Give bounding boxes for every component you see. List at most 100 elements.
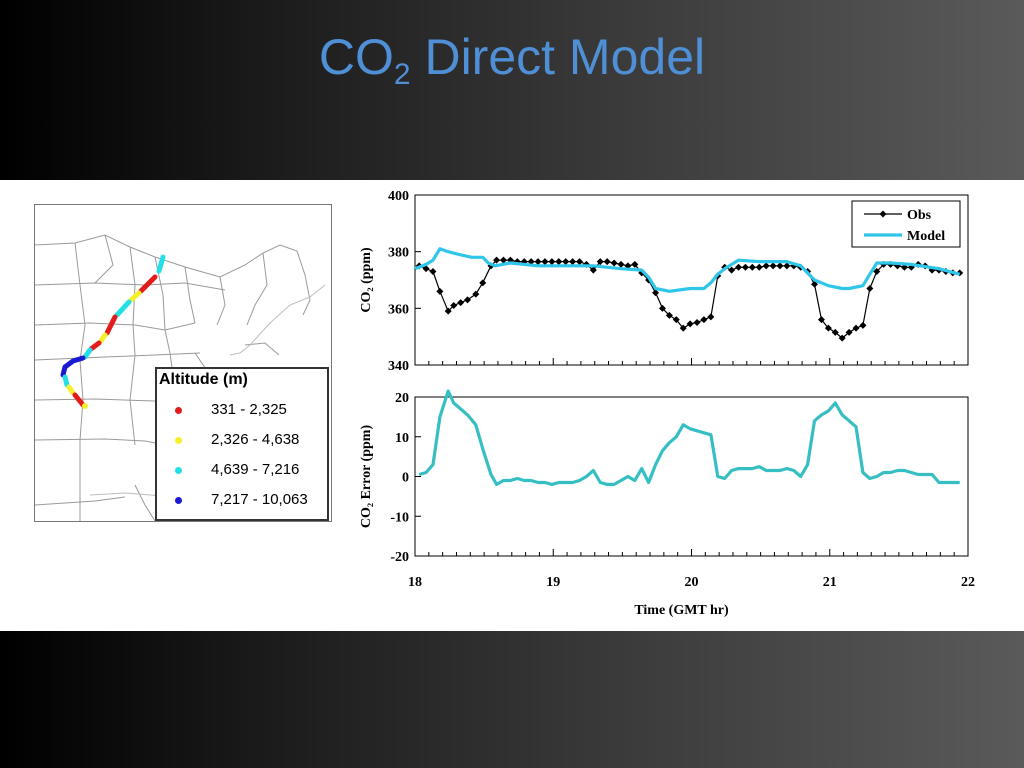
error-x-axis-label: Time (GMT hr) [634, 603, 729, 618]
flight-track-map: Altitude (m) 331 - 2,325 2,326 - 4,638 4… [34, 204, 332, 522]
co2-y-tick-label: 400 [388, 189, 409, 204]
co2-point-obs [555, 258, 563, 266]
co2-legend-box [851, 200, 961, 248]
title-main: CO [318, 29, 394, 85]
legend-dot-red [175, 407, 182, 414]
co2-point-obs [513, 258, 521, 266]
error-x-tick-label: 19 [546, 575, 560, 590]
co2-point-obs [429, 268, 437, 275]
co2-point-obs [422, 265, 430, 273]
legend-title: Altitude (m) [159, 371, 248, 388]
error-y-axis-label: CO₂ Error (ppm) [359, 425, 374, 529]
co2-point-obs [436, 287, 444, 295]
co2-series-line-model [414, 247, 961, 293]
co2-point-obs [534, 258, 542, 266]
co2-point-obs [672, 316, 680, 324]
co2-point-obs [576, 258, 584, 266]
legend-dot-yellow [175, 437, 182, 444]
legend-item: 2,326 - 4,638 [175, 431, 331, 451]
co2-point-obs [499, 256, 507, 264]
title-rest: Direct Model [410, 29, 706, 85]
co2-point-obs [755, 263, 763, 271]
legend-dot-cyan [175, 467, 182, 474]
track-endpoint [82, 403, 88, 409]
co2-point-obs [845, 328, 853, 336]
co2-point-obs [700, 316, 708, 324]
co2-y-axis-label: CO₂ (ppm) [359, 247, 374, 313]
co2-point-obs [541, 258, 549, 266]
co2-point-obs [728, 266, 736, 274]
altitude-legend: Altitude (m) 331 - 2,325 2,326 - 4,638 4… [155, 367, 329, 521]
co2-point-obs [444, 307, 452, 315]
co2-point-obs [562, 258, 570, 266]
co2-point-obs [479, 279, 487, 287]
co2-y-tick-label: 360 [388, 302, 409, 317]
co2-legend-label: Obs [907, 208, 932, 223]
error-x-tick-label: 18 [408, 575, 422, 590]
co2-point-obs [741, 263, 749, 271]
flight-track [60, 254, 166, 408]
slide-title: CO2 Direct Model [0, 28, 1024, 92]
legend-label: 2,326 - 4,638 [211, 431, 300, 448]
error-x-tick-label: 20 [685, 575, 699, 590]
co2-point-obs [866, 285, 874, 292]
co2-point-obs [658, 304, 666, 312]
co2-point-obs [873, 268, 881, 275]
co2-point-obs [693, 319, 701, 326]
co2-point-obs [735, 263, 743, 271]
error-x-tick-label: 21 [823, 575, 837, 590]
error-y-tick-label: -20 [390, 550, 409, 565]
co2-point-obs [464, 296, 472, 304]
co2-point-obs [472, 290, 480, 298]
error-x-tick-label: 22 [961, 575, 975, 590]
legend-item: 331 - 2,325 [175, 401, 331, 421]
co2-point-obs [610, 259, 618, 267]
co2-point-obs [859, 321, 867, 329]
co2-y-tick-label: 340 [388, 359, 409, 374]
co2-legend-marker [879, 210, 887, 218]
co2-point-obs [838, 334, 846, 342]
co2-point-obs [831, 328, 839, 336]
co2-point-obs [603, 258, 611, 266]
co2-point-obs [450, 302, 458, 309]
legend-label: 331 - 2,325 [211, 401, 287, 418]
error-plot-frame [414, 396, 969, 557]
error-series-line-error [418, 389, 960, 486]
co2-point-obs [665, 311, 673, 319]
co2-point-obs [652, 289, 660, 297]
co2-point-obs [748, 263, 756, 271]
co2-point-obs [707, 313, 715, 321]
co2-point-obs [548, 258, 556, 266]
legend-item: 4,639 - 7,216 [175, 461, 331, 481]
error-y-tick-label: 10 [395, 431, 409, 446]
co2-point-obs [852, 324, 860, 332]
co2-point-obs [596, 258, 604, 266]
legend-dot-blue [175, 497, 182, 504]
error-y-tick-label: -10 [390, 510, 409, 525]
co2-point-obs [824, 324, 832, 332]
co2-point-obs [769, 262, 777, 270]
co2-point-obs [817, 316, 825, 324]
co2-point-obs [527, 258, 535, 266]
co2-charts: 340 360 380 400 CO₂ (ppm) Obs Model -20 -10 0 10 20… [359, 189, 975, 618]
co2-point-obs [811, 280, 819, 288]
title-subscript: 2 [393, 58, 411, 91]
co2-point-obs [631, 260, 639, 268]
co2-point-obs [617, 260, 625, 268]
co2-point-obs [762, 262, 770, 270]
co2-point-obs [679, 324, 687, 332]
legend-item: 7,217 - 10,063 [175, 491, 331, 511]
co2-point-obs [457, 299, 465, 307]
co2-point-obs [686, 320, 694, 328]
co2-legend-label: Model [907, 229, 945, 244]
error-y-tick-label: 20 [395, 391, 409, 406]
co2-point-obs [569, 258, 577, 266]
co2-point-obs [493, 256, 501, 264]
legend-label: 4,639 - 7,216 [211, 461, 300, 478]
error-y-tick-label: 0 [402, 471, 409, 486]
legend-label: 7,217 - 10,063 [211, 491, 308, 508]
co2-y-tick-label: 380 [388, 246, 409, 261]
co2-point-obs [589, 266, 597, 274]
co2-point-obs [783, 262, 791, 270]
co2-point-obs [776, 262, 784, 270]
